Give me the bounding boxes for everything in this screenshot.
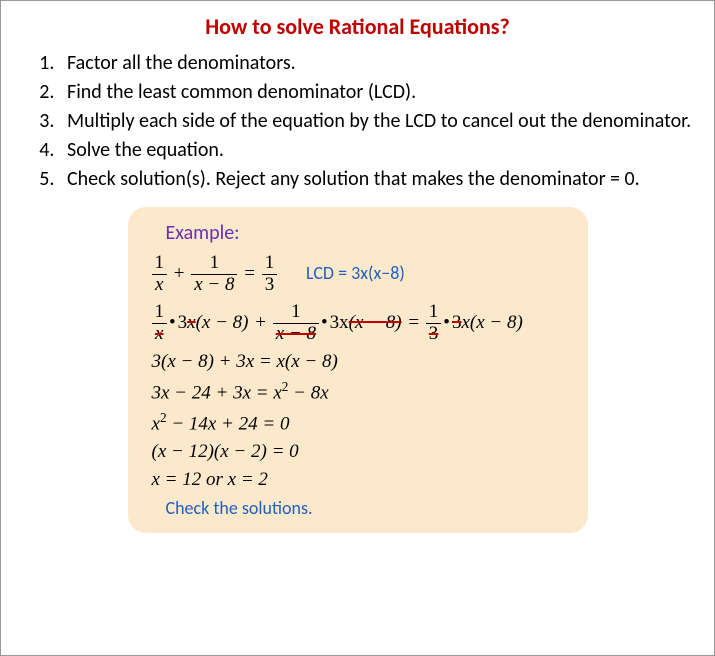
document-page: How to solve Rational Equations? Factor … (0, 0, 715, 656)
fraction: 1 x (152, 253, 168, 296)
step-item: Check solution(s). Reject any solution t… (59, 166, 694, 193)
page-title: How to solve Rational Equations? (21, 13, 694, 40)
equation-line-1: 1 x + 1 x − 8 = 1 3 LCD = 3x(x−8) (152, 253, 564, 296)
equation-line-2: 1 x •3x(x − 8) + 1 x − 8 •3x(x − 8) = 1 … (152, 302, 564, 345)
fraction: 1 x − 8 (191, 253, 237, 296)
lcd-label: LCD = 3x(x−8) (306, 262, 405, 284)
step-item: Factor all the denominators. (59, 50, 694, 77)
example-label: Example: (166, 221, 564, 245)
step-item: Find the least common denominator (LCD). (59, 79, 694, 106)
fraction: 1 3 (262, 253, 278, 296)
step-item: Multiply each side of the equation by th… (59, 108, 694, 135)
equation-line-7: x = 12 or x = 2 (152, 469, 564, 491)
check-solutions: Check the solutions. (166, 497, 564, 519)
example-box: Example: 1 x + 1 x − 8 = 1 3 LCD = 3x(x−… (128, 207, 588, 533)
fraction: 1 x − 8 (273, 302, 319, 345)
equation-line-3: 3(x − 8) + 3x = x(x − 8) (152, 351, 564, 373)
equation-line-5: x2 − 14x + 24 = 0 (152, 410, 564, 435)
fraction: 1 x (152, 302, 168, 345)
step-item: Solve the equation. (59, 137, 694, 164)
steps-list: Factor all the denominators. Find the le… (21, 50, 694, 193)
fraction: 1 3 (426, 302, 442, 345)
equation-line-6: (x − 12)(x − 2) = 0 (152, 441, 564, 463)
equation-line-4: 3x − 24 + 3x = x2 − 8x (152, 379, 564, 404)
